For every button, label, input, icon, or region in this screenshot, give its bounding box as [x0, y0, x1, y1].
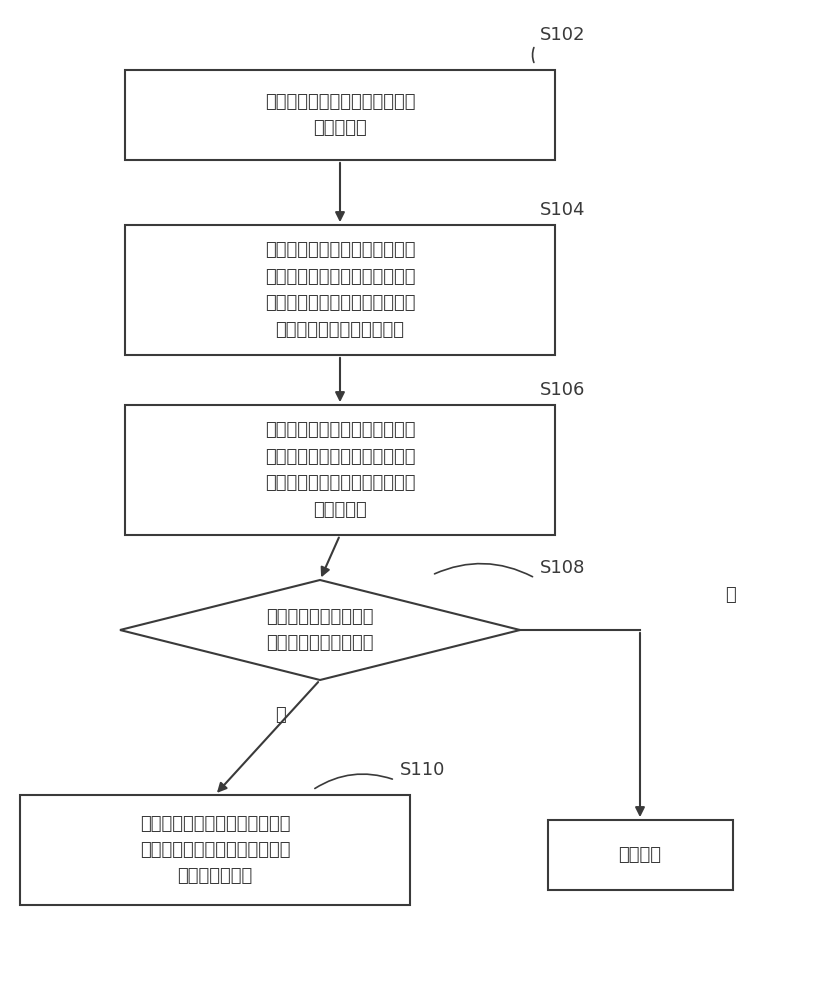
- FancyBboxPatch shape: [20, 795, 410, 905]
- Text: 获取图层的对比度和深度值，根
据所述对比度和深度值计算所述
图层的视觉敏感度，获取视觉敏
感度最大的最大敏感度图层: 获取图层的对比度和深度值，根 据所述对比度和深度值计算所述 图层的视觉敏感度，获…: [265, 241, 415, 339]
- FancyBboxPatch shape: [547, 820, 733, 890]
- Text: 判断最大敏感度图层的
深度值是否小于平均值: 判断最大敏感度图层的 深度值是否小于平均值: [266, 608, 374, 652]
- Text: S108: S108: [540, 559, 585, 577]
- Text: S106: S106: [540, 381, 585, 399]
- Text: S110: S110: [400, 761, 446, 779]
- FancyBboxPatch shape: [125, 225, 555, 355]
- Text: 是: 是: [275, 706, 285, 724]
- Text: 将提取出的图层按照其各自对应
的深度值的大小进行排序生成图
层序列，并计算所述图层的深度
值的平均值: 将提取出的图层按照其各自对应 的深度值的大小进行排序生成图 层序列，并计算所述图…: [265, 421, 415, 519]
- Text: 否: 否: [724, 586, 736, 604]
- Text: 获取图像帧，从所述图像帧中的
提取出图层: 获取图像帧，从所述图像帧中的 提取出图层: [265, 93, 415, 137]
- Text: 不做调整: 不做调整: [619, 846, 662, 864]
- Polygon shape: [120, 580, 520, 680]
- Text: S102: S102: [540, 26, 585, 44]
- FancyBboxPatch shape: [125, 405, 555, 535]
- FancyBboxPatch shape: [125, 70, 555, 160]
- Text: 根据最大敏感度图层在所述图层
序列中相邻的图层的深度值调整
该图层的深度值: 根据最大敏感度图层在所述图层 序列中相邻的图层的深度值调整 该图层的深度值: [140, 815, 290, 885]
- Text: S104: S104: [540, 201, 585, 219]
